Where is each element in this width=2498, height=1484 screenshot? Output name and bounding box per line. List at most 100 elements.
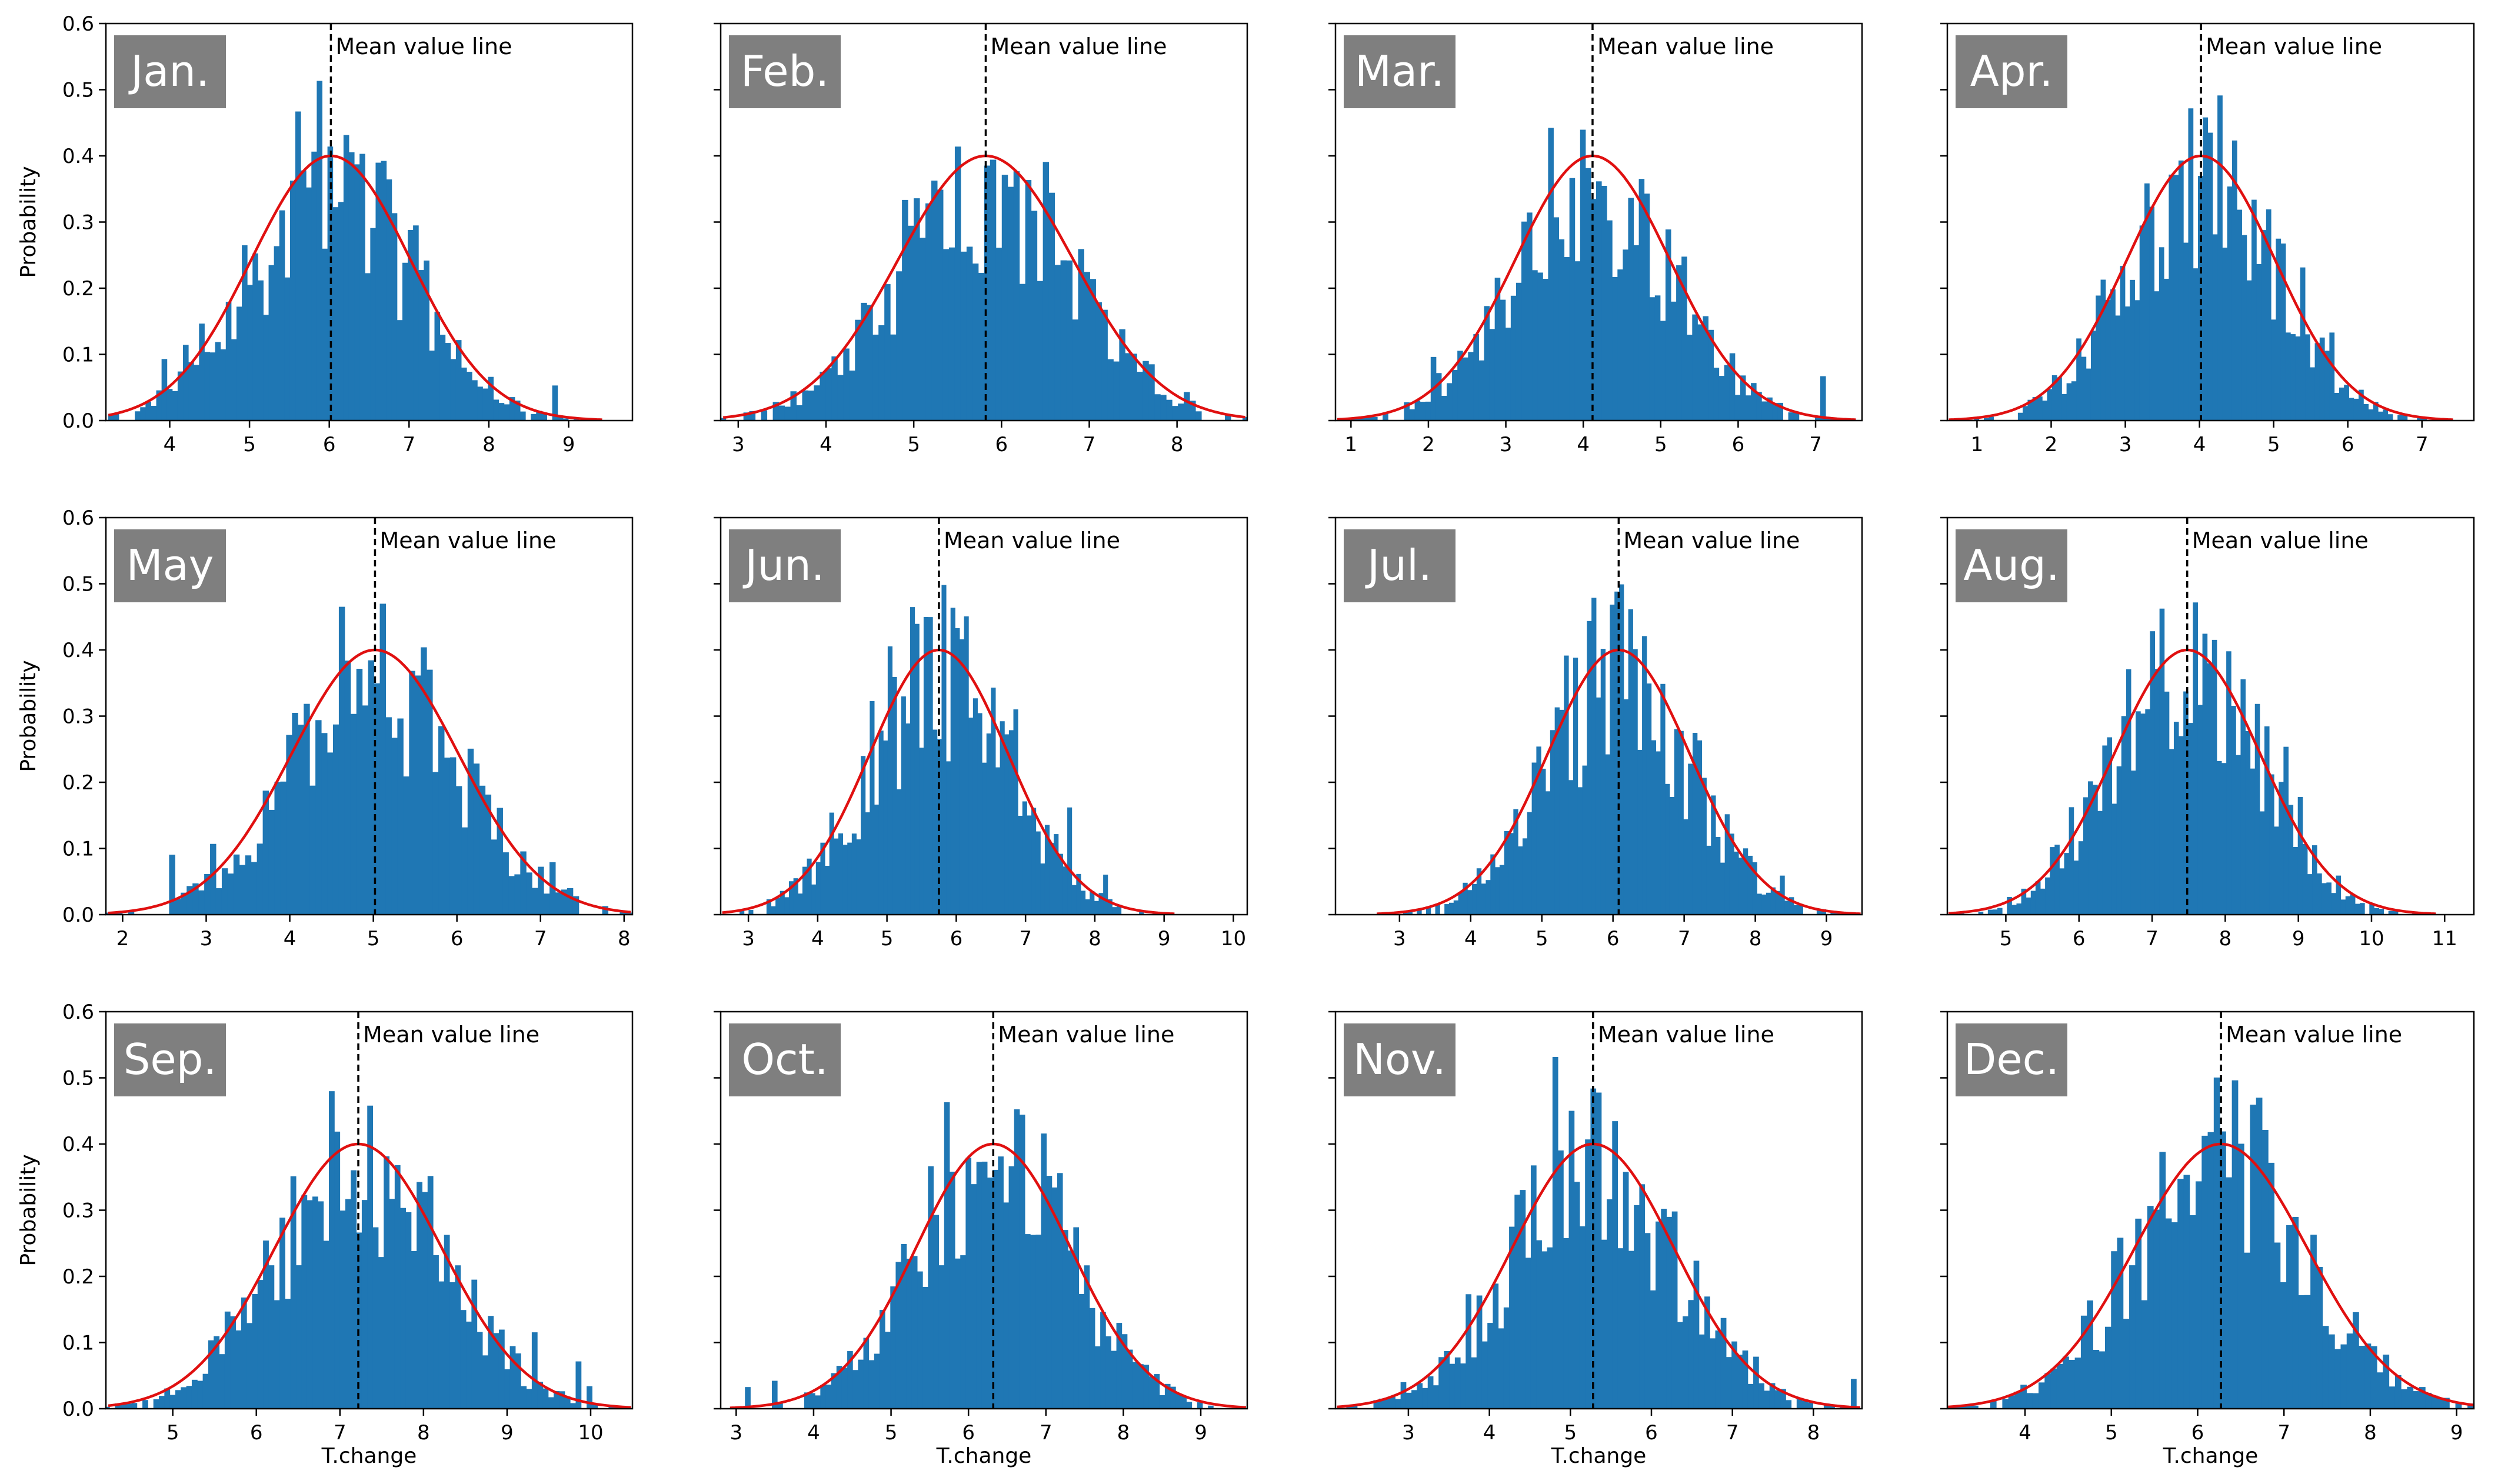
- histogram-bar: [2285, 332, 2291, 421]
- histogram-bar: [2165, 1218, 2172, 1409]
- mean-value-label: Mean value line: [335, 34, 512, 59]
- histogram-bar: [444, 758, 451, 915]
- histogram-bar: [2359, 1346, 2366, 1409]
- histogram-bar: [1476, 1295, 1483, 1409]
- histogram-bar: [2042, 401, 2048, 421]
- histogram-bar: [2374, 908, 2379, 915]
- histogram-bar: [397, 320, 403, 421]
- histogram-bar: [1706, 845, 1711, 915]
- histogram-bar: [917, 1271, 923, 1409]
- histogram-bars: [1974, 95, 2452, 421]
- histogram-bar: [1463, 882, 1468, 915]
- histogram-bar: [2379, 909, 2384, 915]
- histogram-bar: [1101, 309, 1108, 421]
- histogram-bar: [2246, 280, 2252, 421]
- histogram-bar: [2159, 608, 2165, 915]
- x-tick-label: 5: [1564, 1421, 1577, 1445]
- x-tick-label: 6: [995, 433, 1008, 456]
- histogram-bar: [1669, 796, 1675, 915]
- histogram-bar: [432, 772, 439, 915]
- month-badge: [114, 529, 226, 602]
- histogram-bar: [1701, 778, 1707, 915]
- x-tick-label: 9: [1158, 927, 1171, 951]
- histogram-bar: [247, 1323, 252, 1409]
- histogram-bar: [370, 228, 376, 421]
- histogram-bar: [1585, 168, 1591, 421]
- histogram-bar: [2111, 1251, 2118, 1409]
- histogram-bar: [784, 897, 790, 915]
- histogram-bar: [2016, 903, 2022, 915]
- histogram-bar: [1649, 297, 1656, 421]
- histogram-bar: [1612, 276, 1618, 421]
- histogram-bar: [2295, 336, 2301, 421]
- histogram-bar: [2183, 691, 2189, 915]
- histogram-bar: [1564, 655, 1569, 915]
- histogram-bar: [1148, 1376, 1155, 1409]
- histogram-bar: [402, 262, 408, 421]
- histogram-bar: [1734, 395, 1741, 421]
- histogram-bar: [2104, 1326, 2111, 1409]
- histogram-bar: [445, 343, 451, 421]
- histogram-bar: [424, 260, 429, 421]
- histogram-bar: [1747, 855, 1753, 915]
- histogram-bar: [562, 418, 569, 421]
- histogram-bar: [1623, 249, 1628, 421]
- histogram-bar: [2324, 351, 2330, 421]
- histogram-bar: [1726, 1357, 1732, 1409]
- histogram-bar: [1390, 1396, 1395, 1409]
- histogram-bar: [471, 1279, 478, 1409]
- histogram-bar: [858, 1359, 864, 1409]
- histogram-bar: [2189, 1215, 2196, 1409]
- histogram-bar: [2054, 845, 2060, 915]
- histogram-bar: [1186, 1402, 1193, 1409]
- histogram-bar: [2340, 899, 2346, 915]
- histogram-bar: [1411, 1390, 1417, 1409]
- histogram-bar: [1525, 1258, 1531, 1409]
- histogram-bar: [427, 1176, 434, 1409]
- histogram-bars: [1947, 1077, 2486, 1409]
- histogram-bar: [2467, 1403, 2474, 1409]
- histogram-bar: [2153, 1209, 2160, 1409]
- histogram-bar: [2129, 1265, 2136, 1409]
- histogram-bar: [2050, 1368, 2057, 1409]
- histogram-bar: [2078, 841, 2084, 915]
- histogram-bar: [2359, 389, 2364, 421]
- histogram-bar: [1067, 807, 1073, 915]
- x-tick-label: 4: [2193, 433, 2206, 456]
- histogram-bar: [2059, 868, 2065, 915]
- x-tick-label: 2: [1422, 433, 1435, 456]
- histogram-bar: [1025, 1234, 1031, 1409]
- histogram-bar: [2480, 1354, 2486, 1409]
- histogram-bar: [1027, 815, 1032, 915]
- histogram-bar: [2141, 1300, 2148, 1409]
- histogram-bar: [2057, 377, 2062, 421]
- histogram-bar: [461, 827, 468, 915]
- histogram-bar: [2211, 639, 2217, 915]
- histogram-bar: [1133, 1362, 1138, 1409]
- histogram-bar: [2383, 1355, 2390, 1409]
- histogram-bar: [780, 891, 785, 915]
- histogram-bar: [1665, 229, 1671, 421]
- histogram-bar: [317, 81, 322, 421]
- histogram-bar: [1628, 1250, 1634, 1409]
- histogram-bar: [2274, 1242, 2281, 1409]
- histogram-bar: [1521, 221, 1527, 421]
- histogram-bar: [1978, 911, 1984, 915]
- histogram-bar: [455, 1265, 461, 1409]
- histogram-bar: [298, 725, 304, 915]
- histogram-bar: [2135, 1218, 2142, 1409]
- histogram-bar: [2178, 160, 2184, 421]
- histogram-bar: [831, 1373, 837, 1409]
- histogram-bar: [356, 669, 363, 915]
- histogram-bar: [231, 339, 237, 421]
- y-tick-label: 0.5: [62, 79, 94, 102]
- histogram-bar: [309, 785, 316, 915]
- histogram-bar: [986, 733, 991, 915]
- histogram-bar: [192, 883, 199, 915]
- histogram-bars: [1350, 128, 1842, 421]
- normal-fit-curve: [730, 1142, 1246, 1409]
- histogram-bar: [169, 1395, 176, 1409]
- histogram-bar: [1553, 217, 1560, 421]
- histogram-bar: [1530, 1165, 1537, 1409]
- histogram-bar: [922, 1287, 928, 1409]
